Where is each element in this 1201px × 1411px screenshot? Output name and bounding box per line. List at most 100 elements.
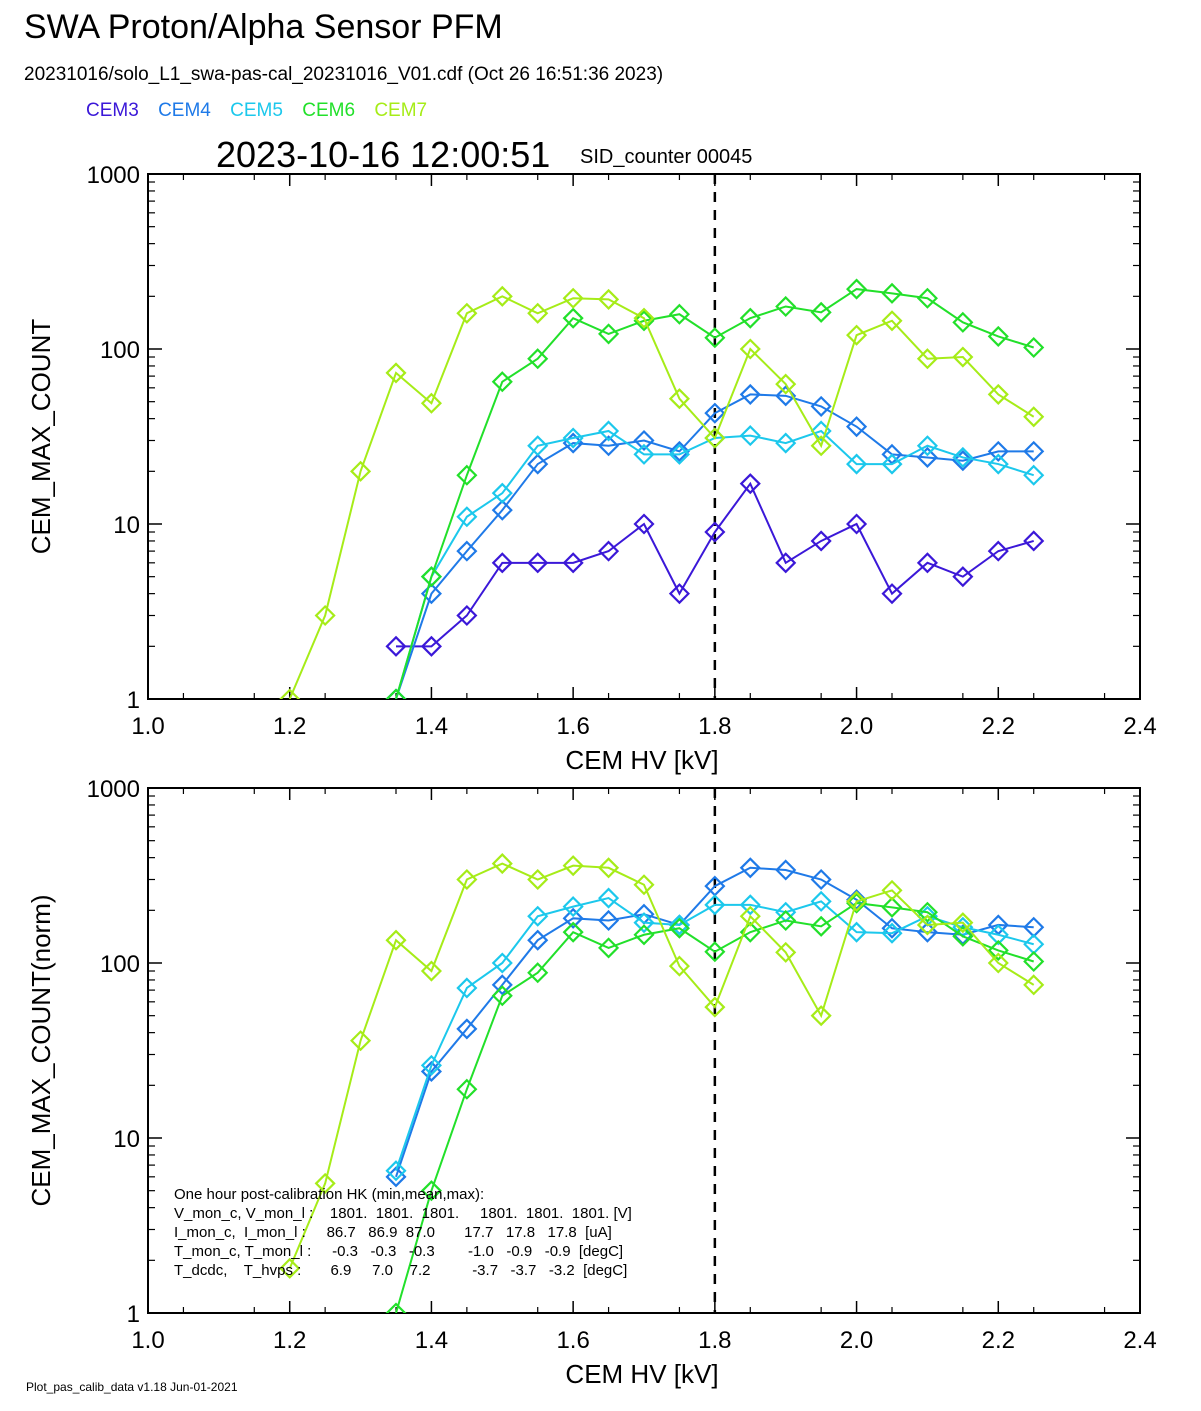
hk-line-2: V_mon_c, V_mon_l : 1801. 1801. 1801. 180… <box>174 1205 632 1222</box>
data-point-cem5 <box>987 453 1009 475</box>
data-point-cem7 <box>704 427 726 449</box>
data-point-cem6 <box>952 311 974 333</box>
data-point-cem5 <box>775 432 797 454</box>
x-tick-label: 2.0 <box>840 713 873 740</box>
y-tick-label: 100 <box>100 337 140 364</box>
data-point-cem5 <box>633 912 655 934</box>
data-point-cem7 <box>775 941 797 963</box>
data-point-cem6 <box>952 925 974 947</box>
legend-entry-cem3: CEM3 <box>86 100 139 121</box>
data-point-cem5 <box>456 977 478 999</box>
data-point-cem6 <box>775 295 797 318</box>
data-point-cem5 <box>668 914 690 936</box>
series-cem4 <box>385 383 1045 699</box>
data-point-cem7 <box>598 857 620 879</box>
data-point-cem7 <box>916 348 938 370</box>
hk-line-5: T_dcdc, T_hvps : 6.9 7.0 7.2 -3.7 -3.7 -… <box>174 1262 627 1279</box>
data-point-cem7 <box>314 604 336 627</box>
data-point-cem7 <box>668 955 690 977</box>
x-tick-label: 1.0 <box>131 713 164 740</box>
data-point-cem7 <box>1023 406 1045 428</box>
data-point-cem4 <box>739 857 761 879</box>
data-point-cem3 <box>456 604 478 627</box>
data-point-cem6 <box>598 323 620 345</box>
data-point-cem5 <box>562 896 584 918</box>
series-cem6 <box>385 892 1045 1313</box>
data-point-cem4 <box>775 859 797 881</box>
data-point-cem4 <box>881 917 903 939</box>
data-point-cem6 <box>916 901 938 923</box>
data-point-cem3 <box>775 552 797 574</box>
data-point-cem5 <box>491 952 513 974</box>
data-point-cem6 <box>527 962 549 984</box>
x-tick-label: 1.2 <box>273 1327 306 1354</box>
chart-1: 1.0 1.2 1.4 1.6 1.8 2.0 2.2 2.4 1 10 100 1000 CEM HV… <box>26 162 1157 775</box>
data-point-cem6 <box>987 939 1009 961</box>
data-point-cem5 <box>491 482 513 504</box>
data-point-cem6 <box>456 1078 478 1100</box>
data-point-cem4 <box>633 429 655 452</box>
page-title: SWA Proton/Alpha Sensor PFM <box>24 8 503 46</box>
data-point-cem4 <box>598 909 620 932</box>
x-tick-label: 2.2 <box>982 713 1015 740</box>
data-point-cem7 <box>527 302 549 324</box>
data-point-cem3 <box>491 552 513 574</box>
data-point-cem6 <box>668 917 690 939</box>
data-point-cem5 <box>739 894 761 916</box>
data-point-cem5 <box>916 435 938 457</box>
data-point-cem7 <box>385 362 407 384</box>
x-tick-label: 1.8 <box>698 713 731 740</box>
hk-line-1: One hour post-calibration HK (min,mean,m… <box>174 1186 484 1203</box>
data-point-cem6 <box>739 307 761 329</box>
data-point-cem5 <box>952 446 974 469</box>
data-point-cem4 <box>739 383 761 405</box>
data-point-cem3 <box>881 583 903 605</box>
y-tick-label: 1000 <box>87 776 140 803</box>
data-point-cem6 <box>562 921 584 943</box>
data-point-cem7 <box>562 855 584 877</box>
data-point-cem7 <box>846 890 868 912</box>
series-cem7 <box>279 853 1045 1279</box>
data-point-cem5 <box>810 890 832 912</box>
data-point-cem4 <box>846 889 868 911</box>
footer-version: Plot_pas_calib_data v1.18 Jun-01-2021 <box>26 1380 238 1394</box>
data-point-cem7 <box>420 960 442 982</box>
data-point-cem7 <box>881 310 903 332</box>
data-point-cem6 <box>633 924 655 946</box>
data-point-cem3 <box>704 521 726 543</box>
data-point-cem3 <box>810 530 832 552</box>
data-point-cem7 <box>456 302 478 324</box>
data-point-cem7 <box>279 1257 301 1279</box>
data-point-cem7 <box>987 952 1009 974</box>
legend-entry-cem5: CEM5 <box>230 100 283 121</box>
x-tick-label: 1.4 <box>415 713 448 740</box>
data-point-cem6 <box>420 566 442 588</box>
file-subtitle: 20231016/solo_L1_swa-pas-cal_20231016_V0… <box>24 64 664 85</box>
x-tick-label: 2.4 <box>1123 713 1156 740</box>
data-point-cem3 <box>668 583 690 605</box>
data-point-cem3 <box>952 566 974 588</box>
legend-entry-cem6: CEM6 <box>302 100 356 121</box>
data-point-cem7 <box>668 388 690 410</box>
data-point-cem7 <box>350 460 372 482</box>
data-point-cem5 <box>704 894 726 916</box>
y-axis-title: CEM_MAX_COUNT <box>26 319 56 555</box>
data-point-cem3 <box>916 552 938 574</box>
data-point-cem7 <box>456 868 478 891</box>
timestamp: 2023-10-16 12:00:51 <box>216 134 551 175</box>
data-point-cem6 <box>704 327 726 349</box>
y-tick-label: 10 <box>113 1126 140 1153</box>
data-point-cem7 <box>952 912 974 934</box>
data-point-cem6 <box>810 915 832 937</box>
data-point-cem6 <box>668 303 690 325</box>
series-line-cem4 <box>395 866 1034 1178</box>
data-point-cem5 <box>598 420 620 442</box>
data-point-cem4 <box>704 402 726 424</box>
x-tick-label: 2.4 <box>1123 1327 1156 1354</box>
data-point-cem5 <box>385 1160 407 1182</box>
data-point-cem3 <box>527 552 549 574</box>
data-point-cem4 <box>420 583 442 605</box>
x-tick-label: 2.2 <box>982 1327 1015 1354</box>
series-line-cem7 <box>288 862 1035 1269</box>
